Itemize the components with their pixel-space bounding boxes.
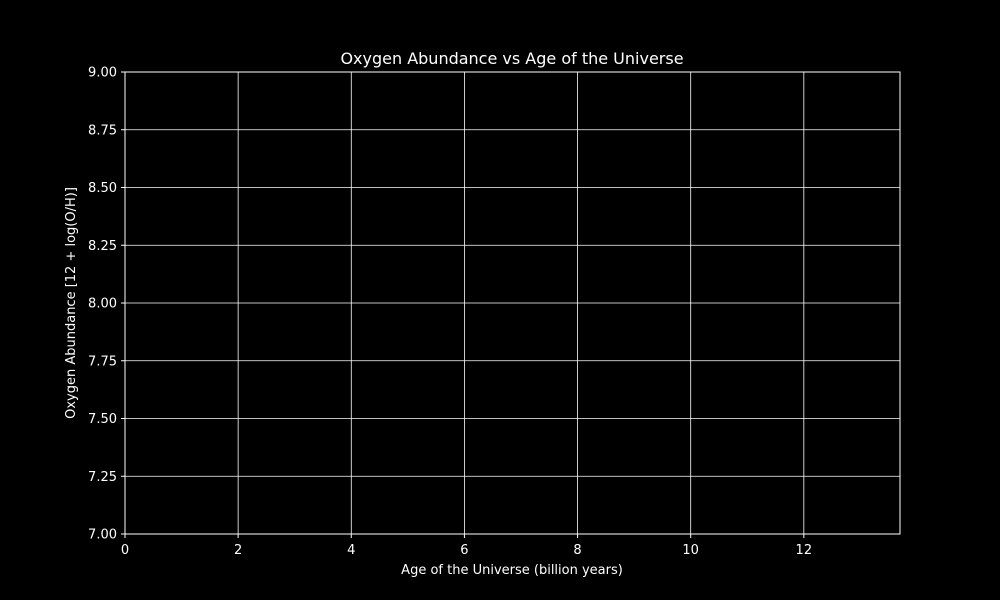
x-tick-label: 4 [347,543,355,558]
plot-frame [124,71,901,535]
y-axis-label: Oxygen Abundance [12 + log(O/H)] [64,187,79,419]
chart-title: Oxygen Abundance vs Age of the Universe [340,49,683,68]
x-axis-label: Age of the Universe (billion years) [401,563,623,578]
x-tick-label: 0 [121,543,129,558]
x-tick-label: 8 [573,543,581,558]
y-tick-label: 7.25 [88,470,117,485]
y-tick-label: 9.00 [88,66,117,81]
x-tick-label: 10 [682,543,699,558]
y-tick-label: 8.00 [88,297,117,312]
x-tick-label: 12 [796,543,813,558]
x-axis-ticks: 0 2 4 6 8 10 12 [121,534,812,558]
y-tick-label: 8.25 [88,239,117,254]
y-tick-label: 8.50 [88,181,117,196]
y-tick-label: 8.75 [88,123,117,138]
y-axis-ticks: 7.00 7.25 7.50 7.75 8.00 8.25 8.50 8.75 9.00 [88,66,125,543]
y-tick-label: 7.75 [88,354,117,369]
y-tick-label: 7.00 [88,528,117,543]
y-tick-label: 7.50 [88,412,117,427]
x-tick-label: 6 [460,543,468,558]
x-tick-label: 2 [234,543,242,558]
